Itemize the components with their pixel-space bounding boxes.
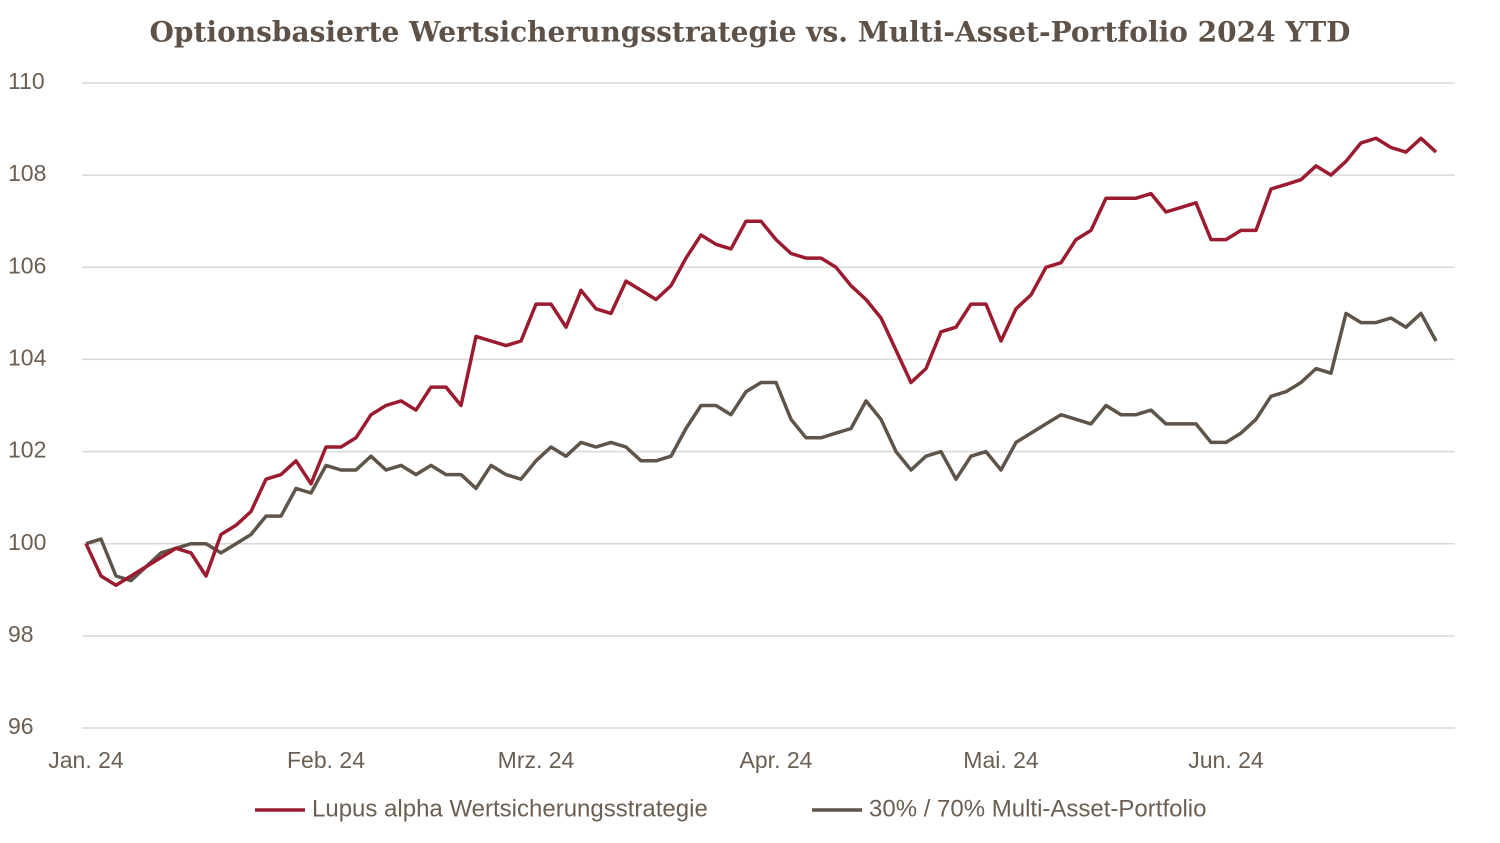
y-tick-label: 104 <box>8 345 47 371</box>
x-tick-label: Mai. 24 <box>963 747 1039 773</box>
y-tick-label: 108 <box>8 160 46 186</box>
x-tick-label: Feb. 24 <box>287 747 365 773</box>
legend-label: Lupus alpha Wertsicherungsstrategie <box>312 795 708 822</box>
line-series <box>85 311 1438 583</box>
y-tick-label: 102 <box>8 437 46 463</box>
y-tick-label: 100 <box>8 529 46 555</box>
y-tick-label: 106 <box>8 252 46 278</box>
x-tick-label: Mrz. 24 <box>498 747 575 773</box>
x-tick-label: Jan. 24 <box>48 747 124 773</box>
legend-label: 30% / 70% Multi-Asset-Portfolio <box>869 795 1206 822</box>
y-tick-label: 96 <box>8 713 34 739</box>
y-tick-label: 98 <box>8 621 34 647</box>
chart-title: Optionsbasierte Wertsicherungsstrategie … <box>150 16 1351 49</box>
x-tick-label: Jun. 24 <box>1188 747 1264 773</box>
y-tick-label: 110 <box>8 68 45 94</box>
line-series <box>84 136 1438 587</box>
x-tick-label: Apr. 24 <box>740 747 813 773</box>
